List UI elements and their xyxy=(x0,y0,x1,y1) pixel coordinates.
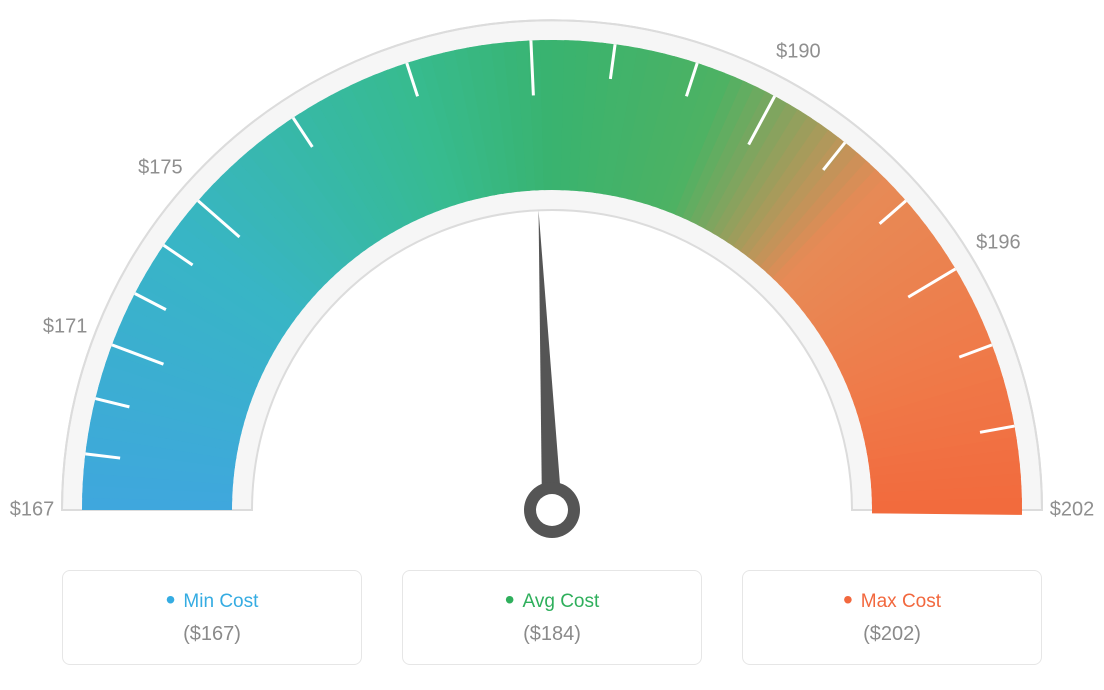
gauge-svg xyxy=(0,0,1104,560)
gauge-tick-label: $184 xyxy=(506,0,551,2)
legend-min-label: Min Cost xyxy=(63,591,361,613)
legend-min-card: Min Cost ($167) xyxy=(62,570,362,665)
legend-row: Min Cost ($167) Avg Cost ($184) Max Cost… xyxy=(0,570,1104,665)
legend-min-value: ($167) xyxy=(63,623,361,646)
gauge-needle xyxy=(539,210,562,510)
legend-avg-value: ($184) xyxy=(403,623,701,646)
legend-max-label: Max Cost xyxy=(743,591,1041,613)
gauge-tick-label: $175 xyxy=(138,156,183,179)
legend-max-value: ($202) xyxy=(743,623,1041,646)
legend-max-card: Max Cost ($202) xyxy=(742,570,1042,665)
gauge-tick-label: $167 xyxy=(10,499,55,522)
legend-avg-label: Avg Cost xyxy=(403,591,701,613)
gauge-tick-label: $202 xyxy=(1050,499,1095,522)
gauge-tick-label: $171 xyxy=(43,316,88,339)
gauge-tick-label: $190 xyxy=(776,41,821,64)
legend-avg-card: Avg Cost ($184) xyxy=(402,570,702,665)
gauge-chart: $167 $171 $175 $184 $190 $196 $202 xyxy=(0,0,1104,560)
gauge-tick-label: $196 xyxy=(976,232,1021,255)
